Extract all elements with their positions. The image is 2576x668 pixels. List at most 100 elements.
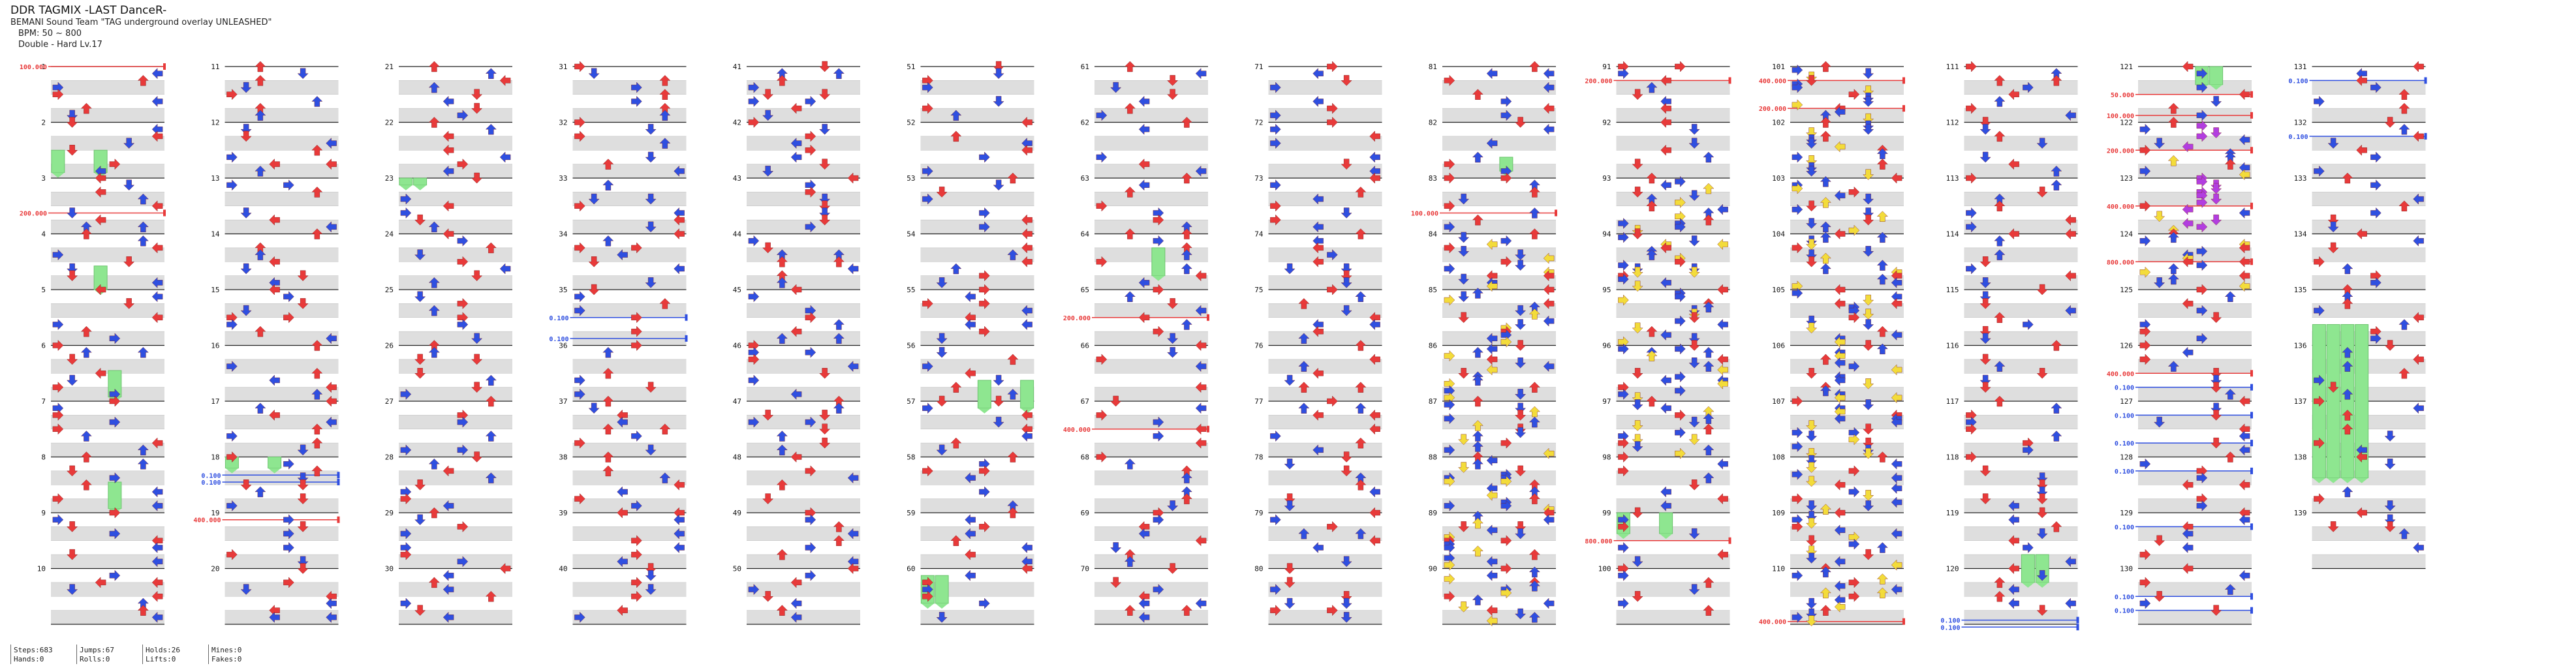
beat-stripe <box>1442 554 1556 569</box>
beat-stripe <box>1268 192 1382 206</box>
measure-number: 23 <box>385 174 394 183</box>
note-arrow-eighth <box>137 346 149 358</box>
note-arrow-eighth <box>1369 151 1381 163</box>
stop-label: 0.100 <box>2288 134 2308 141</box>
note-arrow-sixteenth <box>1660 179 1672 191</box>
note-arrow-eighth <box>1617 541 1629 553</box>
note-arrow-eighth <box>1298 402 1310 414</box>
beat-stripe <box>1442 164 1556 178</box>
beat-stripe <box>399 164 512 178</box>
beat-stripe <box>51 387 164 401</box>
hold-note <box>935 575 949 604</box>
measure-number: 24 <box>385 230 394 239</box>
measure-number: 20 <box>211 565 219 573</box>
beat-stripe <box>1268 498 1382 513</box>
beat-stripe <box>399 582 512 597</box>
beat-stripe <box>51 192 164 206</box>
beat-stripe <box>747 470 860 485</box>
measure-number: 102 <box>1772 119 1785 127</box>
hold-note <box>1151 247 1166 277</box>
hold-end <box>1659 534 1673 539</box>
beat-stripe <box>747 164 860 178</box>
measure-number: 113 <box>1946 174 1959 183</box>
note-arrow-sixteenth <box>1863 318 1874 330</box>
note-arrow-eighth <box>2051 179 2062 191</box>
note-arrow-eighth <box>240 207 252 219</box>
note-arrow-sixteenth <box>1806 598 1818 609</box>
measure-number: 31 <box>559 63 567 71</box>
beat-stripe <box>225 220 339 234</box>
note-arrow-eighth <box>414 514 426 526</box>
bpm-change-label: 100.000 <box>1411 210 1438 217</box>
beat-stripe <box>2138 331 2252 346</box>
beat-stripe <box>1268 275 1382 290</box>
beat-stripe <box>51 331 164 346</box>
beat-stripe <box>399 192 512 206</box>
measure-number: 35 <box>559 286 567 294</box>
note-arrow-eighth <box>226 179 238 191</box>
beat-stripe <box>1790 108 1904 123</box>
note-arrow-eighth <box>748 291 760 303</box>
note-arrow-eighth <box>1688 123 1700 135</box>
note-arrow-eighth <box>2008 598 2020 609</box>
beat-stripe <box>2138 359 2252 374</box>
hold-note <box>1020 380 1034 409</box>
note-arrow-eighth <box>2065 598 2077 609</box>
measure-number: 117 <box>1946 397 1959 406</box>
note-arrow-eighth <box>1138 179 1150 191</box>
bpm-change-marker <box>2250 370 2253 377</box>
measure-number: 68 <box>1081 453 1089 462</box>
beat-stripe <box>2138 275 2252 290</box>
beat-stripe <box>1790 303 1904 318</box>
beat-stripe <box>1790 275 1904 290</box>
beat-stripe <box>1964 164 2078 178</box>
beat-stripe <box>2312 415 2426 429</box>
beat-stripe <box>1268 359 1382 374</box>
note-arrow-eighth <box>1021 430 1033 442</box>
measure-number: 115 <box>1946 286 1959 294</box>
measure-number: 53 <box>907 174 915 183</box>
beat-stripe <box>572 582 687 597</box>
hold-end <box>2327 478 2340 483</box>
note-arrow-eighth <box>283 291 294 303</box>
beat-stripe <box>1616 443 1730 457</box>
measure-number: 4 <box>41 230 46 239</box>
beat-stripe <box>1790 443 1904 457</box>
stat-fakes: Fakes:0 <box>211 655 242 663</box>
beat-stripe <box>2138 80 2252 95</box>
stat-rolls: Rolls:0 <box>80 655 110 663</box>
beat-stripe <box>2312 192 2426 206</box>
stop-label: 0.100 <box>201 472 221 479</box>
bpm-change-label: 400.000 <box>1759 619 1786 626</box>
hold-note <box>2209 66 2224 85</box>
note-arrow-eighth <box>645 123 657 135</box>
beat-stripe <box>1964 610 2078 624</box>
beat-stripe <box>2312 275 2426 290</box>
beat-stripe <box>51 303 164 318</box>
bpm-change-marker <box>1902 618 1905 625</box>
note-arrow-eighth <box>151 486 163 498</box>
note-arrow-eighth <box>2370 151 2382 163</box>
measure-number: 131 <box>2294 63 2307 71</box>
beat-stripe <box>1268 443 1382 457</box>
beat-stripe <box>399 470 512 485</box>
beat-stripe <box>51 610 164 624</box>
note-arrow-eighth <box>2384 430 2396 442</box>
note-arrow-eighth <box>428 346 440 358</box>
beat-stripe <box>920 359 1034 374</box>
note-arrow-eighth <box>993 374 1004 386</box>
beat-stripe <box>225 80 339 95</box>
note-arrow-eighth <box>226 430 238 442</box>
note-arrow-eighth <box>1617 569 1629 581</box>
beat-stripe <box>2138 526 2252 541</box>
beat-stripe <box>1268 610 1382 624</box>
note-arrow-eighth <box>1021 318 1033 330</box>
note-arrow-eighth <box>137 458 149 470</box>
beat-stripe <box>225 387 339 401</box>
measure-number: 80 <box>1254 565 1263 573</box>
hold-end <box>225 468 239 474</box>
measure-number: 5 <box>41 286 46 294</box>
measure-number: 17 <box>211 397 219 406</box>
measure-number: 38 <box>559 453 567 462</box>
